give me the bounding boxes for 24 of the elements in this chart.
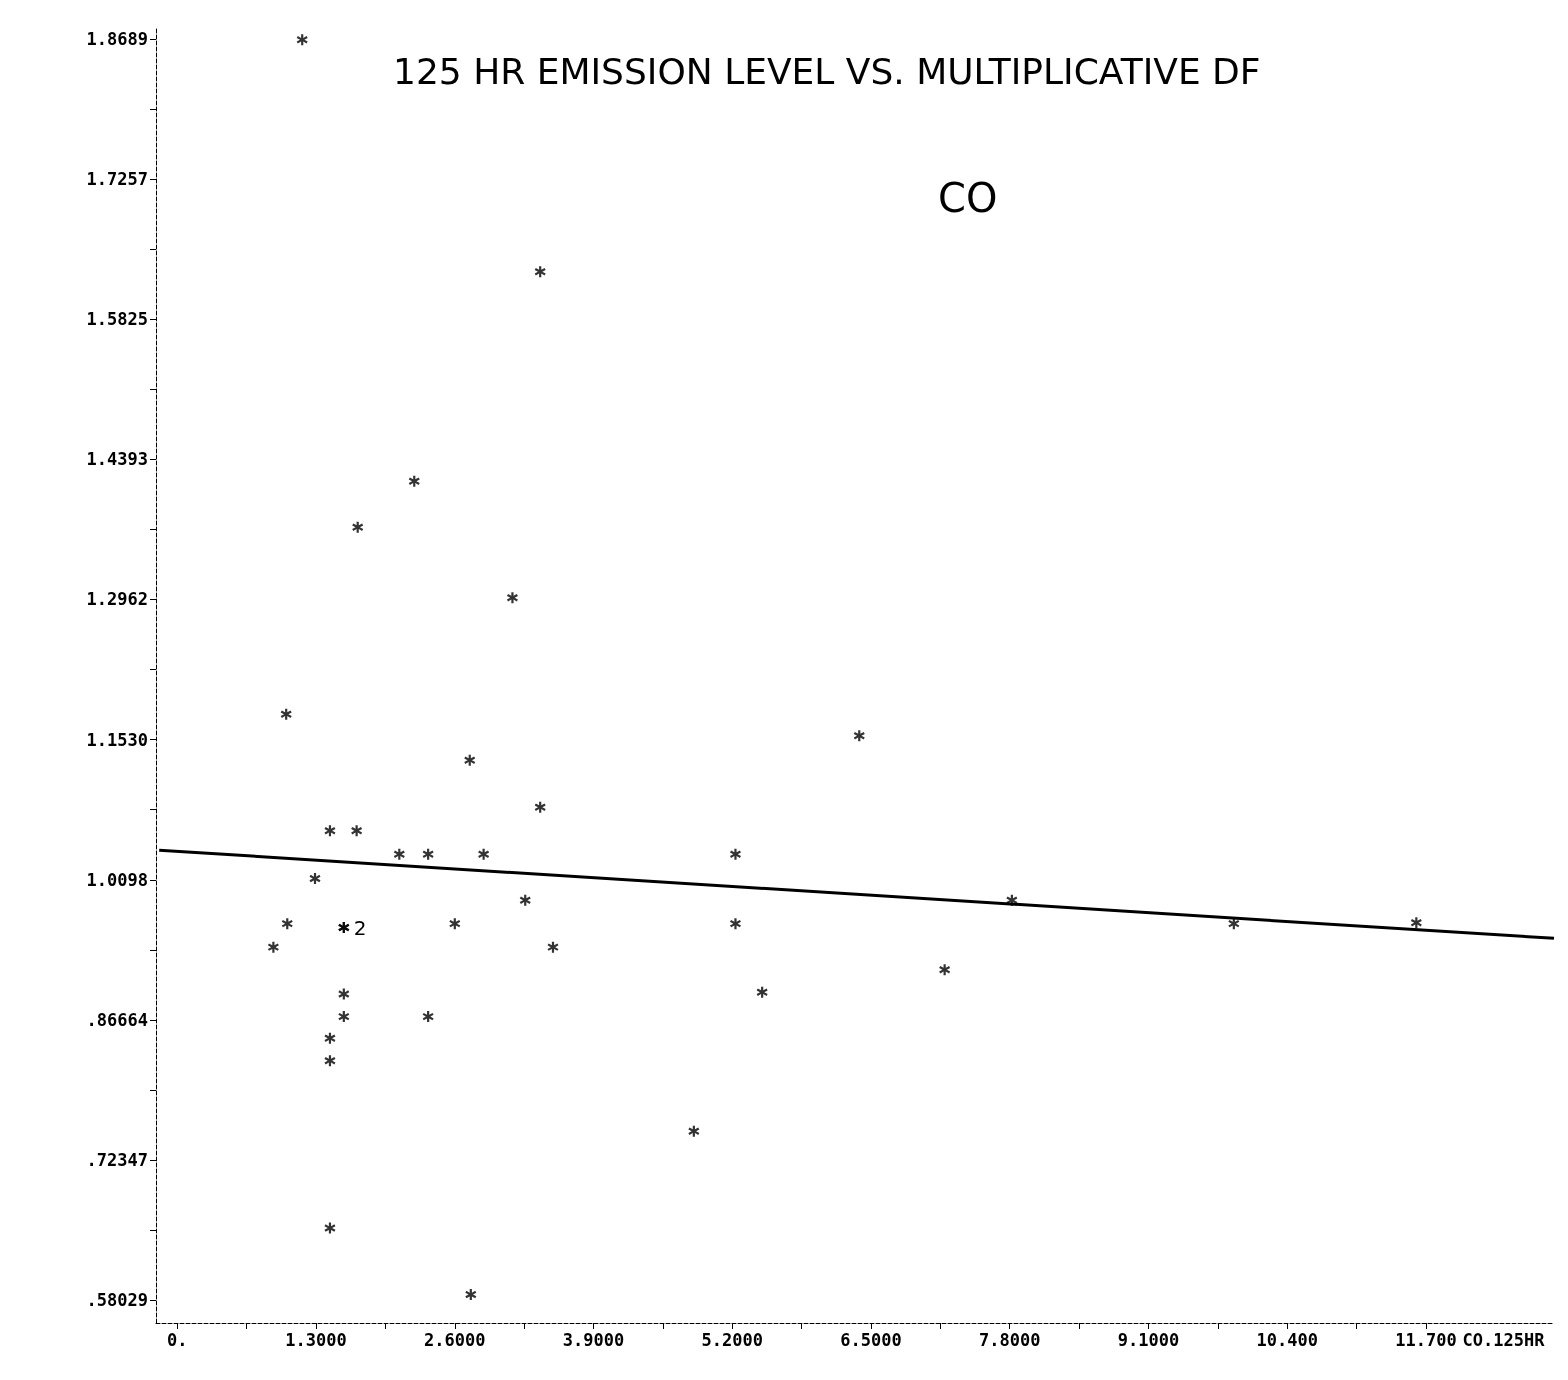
x-axis-title: CO.125HR	[1462, 1329, 1546, 1350]
x-tick-label: 2.6000	[424, 1329, 486, 1350]
y-tick-label: .58029	[86, 1290, 148, 1311]
y-tick-label: 1.2962	[86, 589, 148, 610]
x-tick-label: 6.5000	[840, 1329, 902, 1350]
x-tick-label: 9.1000	[1117, 1329, 1180, 1350]
x-tick-label: 3.9000	[562, 1329, 625, 1350]
y-tick-label: 1.8689	[86, 28, 148, 49]
annotation: 2	[353, 915, 367, 940]
x-tick-label: 0.	[167, 1329, 188, 1350]
x-tick-label: 10.400	[1256, 1329, 1318, 1350]
y-tick-label: 1.4393	[86, 449, 148, 470]
y-tick-label: .72347	[86, 1150, 148, 1171]
y-tick-label: .86664	[86, 1009, 148, 1030]
x-tick-label: 5.2000	[701, 1329, 763, 1350]
x-tick-label: 7.8000	[979, 1329, 1041, 1350]
y-tick-label: 1.5825	[86, 309, 148, 330]
x-tick-label: 1.3000	[285, 1329, 347, 1350]
y-tick-label: 1.1530	[86, 729, 148, 750]
x-tick-label: 11.700	[1395, 1329, 1457, 1350]
text: CO	[938, 175, 998, 221]
y-tick-label: 1.7257	[86, 169, 148, 190]
y-tick-label: 1.0098	[86, 869, 148, 890]
text: 125 HR EMISSION LEVEL VS. MULTIPLICATIVE DF	[393, 50, 1261, 92]
